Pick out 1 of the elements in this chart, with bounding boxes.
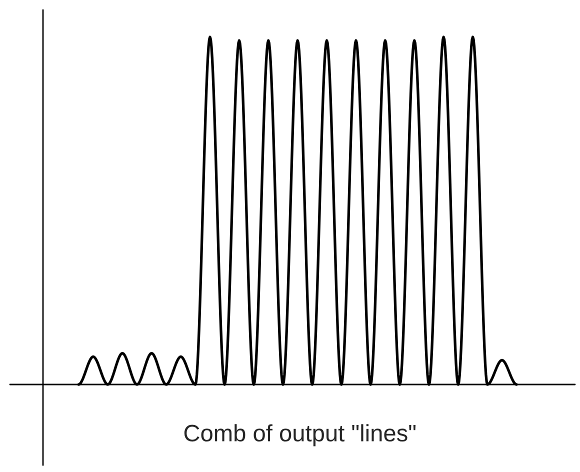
- x-axis-title: Comb of output "lines": [184, 424, 416, 446]
